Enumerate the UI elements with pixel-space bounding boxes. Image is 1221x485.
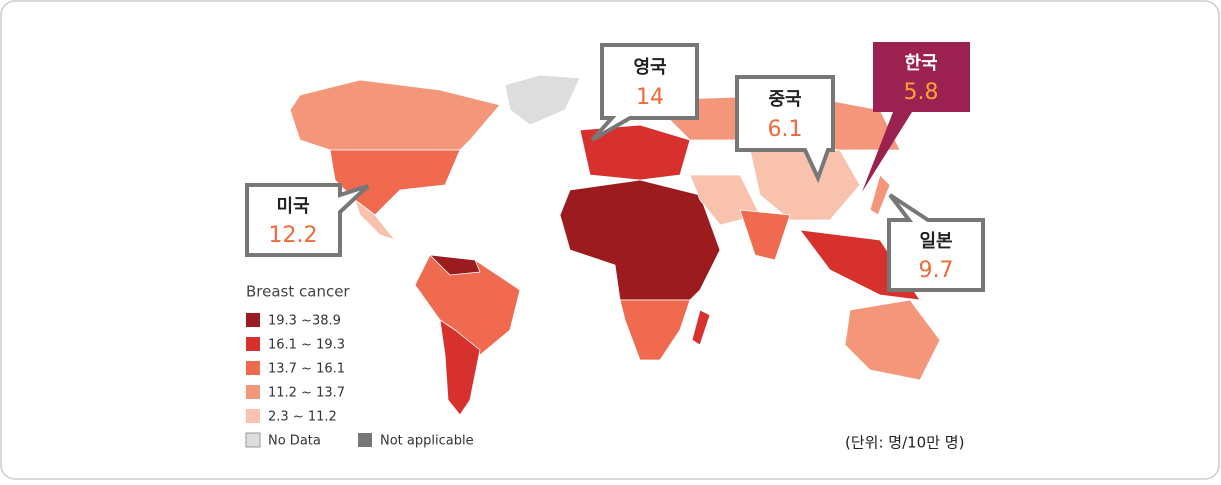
legend-label: 11.2 ~ 13.7 bbox=[268, 386, 345, 401]
legend-swatch bbox=[246, 385, 260, 399]
country-region bbox=[289, 79, 501, 151]
world-map bbox=[289, 74, 941, 416]
country-region bbox=[414, 254, 521, 356]
country-label: 일본 bbox=[919, 231, 952, 252]
country-region bbox=[504, 74, 581, 126]
country-region bbox=[439, 319, 481, 416]
country-value: 5.8 bbox=[904, 80, 939, 105]
legend-label: 13.7 ~ 16.1 bbox=[268, 362, 345, 377]
country-value: 6.1 bbox=[768, 117, 803, 142]
legend-label: 19.3 ~38.9 bbox=[268, 314, 341, 329]
legend-swatch bbox=[245, 432, 261, 448]
country-region bbox=[869, 174, 891, 216]
country-region bbox=[619, 299, 691, 361]
country-region bbox=[739, 209, 791, 261]
legend-label: 2.3 ~ 11.2 bbox=[268, 410, 337, 425]
country-value: 9.7 bbox=[919, 258, 954, 283]
country-region bbox=[749, 149, 861, 221]
country-region bbox=[354, 198, 397, 241]
country-label: 중국 bbox=[768, 89, 801, 110]
legend: Breast cancer No Data Not applicable 19.… bbox=[245, 283, 474, 449]
country-label: 한국 bbox=[904, 53, 937, 74]
legend-title: Breast cancer bbox=[246, 283, 350, 301]
country-label: 영국 bbox=[633, 57, 666, 78]
callout-usa: 미국 12.2 bbox=[245, 183, 370, 257]
country-value: 12.2 bbox=[269, 223, 318, 248]
callout-uk: 영국 14 bbox=[590, 43, 699, 142]
country-region bbox=[691, 309, 711, 346]
unit-note: (단위: 명/10만 명) bbox=[845, 434, 964, 452]
callout-japan: 일본 9.7 bbox=[887, 193, 985, 292]
callout-china: 중국 6.1 bbox=[735, 75, 835, 184]
legend-swatch bbox=[246, 361, 260, 375]
country-region bbox=[428, 254, 481, 276]
legend-swatch bbox=[358, 433, 372, 447]
callout-korea: 한국 5.8 bbox=[862, 42, 970, 192]
legend-label: Not applicable bbox=[380, 434, 474, 449]
country-region bbox=[579, 124, 691, 181]
legend-label: No Data bbox=[268, 434, 321, 449]
legend-swatch bbox=[246, 409, 260, 423]
country-label: 미국 bbox=[276, 196, 309, 217]
legend-swatch bbox=[246, 313, 260, 327]
legend-swatch bbox=[246, 337, 260, 351]
country-region bbox=[844, 299, 941, 381]
country-value: 14 bbox=[636, 85, 664, 110]
legend-label: 16.1 ~ 19.3 bbox=[268, 338, 345, 353]
